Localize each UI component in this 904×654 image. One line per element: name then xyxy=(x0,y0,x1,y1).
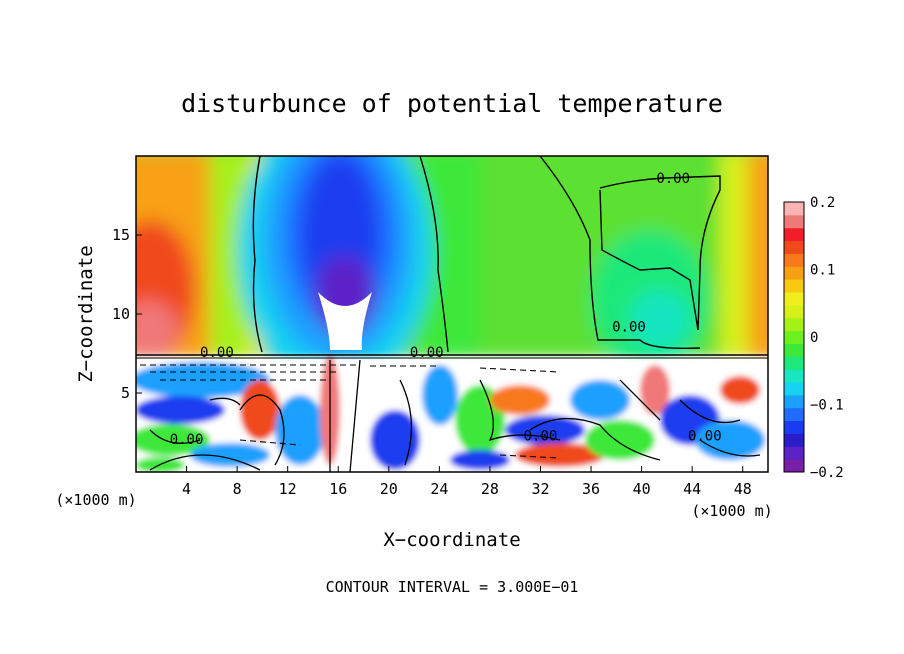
colorbar-swatch xyxy=(784,202,804,216)
x-tick-label: 28 xyxy=(481,480,499,498)
contour-label: 0.00 xyxy=(612,320,646,336)
heatmap-field xyxy=(136,156,768,472)
contour-label: 0.00 xyxy=(688,429,722,445)
colorbar-swatch xyxy=(784,369,804,383)
y-tick-label: 5 xyxy=(121,384,130,402)
colorbar-swatch xyxy=(784,407,804,422)
contour-labels: 0.00 0.00 0.00 0.00 0.00 0.00 0.00 xyxy=(170,171,722,448)
contour-label: 0.00 xyxy=(524,429,558,445)
colorbar-swatch xyxy=(784,446,804,460)
colorbar: 0.2 0.1 0 −0.1 −0.2 xyxy=(783,195,844,481)
colorbar-swatch xyxy=(784,279,804,293)
colorbar-swatch xyxy=(784,394,804,409)
colorbar-tick-label: −0.2 xyxy=(810,465,844,481)
colorbar-swatch xyxy=(784,214,804,229)
colorbar-swatch xyxy=(784,343,804,357)
contour-label: 0.00 xyxy=(200,345,234,361)
x-tick-label: 8 xyxy=(233,480,242,498)
colorbar-frame xyxy=(783,201,805,473)
x-tick-label: 36 xyxy=(582,480,600,498)
x-tick-label: 40 xyxy=(633,480,651,498)
colorbar-swatch xyxy=(784,382,804,396)
colorbar-swatch xyxy=(784,356,804,370)
colorbar-swatch xyxy=(784,253,804,267)
colorbar-tick-label: 0.2 xyxy=(810,195,835,211)
y-tick-label: 15 xyxy=(112,226,130,244)
colorbar-swatch xyxy=(784,227,804,242)
contour-interval-footer: CONTOUR INTERVAL = 3.000E−01 xyxy=(326,578,579,596)
contour-label: 0.00 xyxy=(170,432,204,448)
colorbar-swatch xyxy=(784,459,804,473)
contour-label: 0.00 xyxy=(656,171,690,187)
x-tick-label: 48 xyxy=(734,480,752,498)
x-tick-label: 44 xyxy=(683,480,701,498)
colorbar-swatch xyxy=(784,433,804,447)
x-tick-label: 4 xyxy=(182,480,191,498)
x-tick-label: 12 xyxy=(279,480,297,498)
x-axis-label: X−coordinate xyxy=(383,529,520,551)
y-axis-ticks: 5 10 15 xyxy=(112,226,142,402)
colorbar-swatch xyxy=(784,304,804,319)
colorbar-swatch xyxy=(784,317,804,332)
x-tick-label: 20 xyxy=(380,480,398,498)
x-axis-ticks: 4 8 12 16 20 24 28 32 36 40 44 48 xyxy=(182,466,752,498)
colorbar-tick-label: 0 xyxy=(810,330,818,346)
x-axis-unit-left: (×1000 m) xyxy=(55,491,136,509)
colorbar-swatch xyxy=(784,240,804,254)
colorbar-swatch xyxy=(784,420,804,434)
y-tick-label: 10 xyxy=(112,305,130,323)
colorbar-tick-label: −0.1 xyxy=(810,398,844,414)
colorbar-swatch xyxy=(784,266,804,280)
y-axis-label: Z−coordinate xyxy=(75,245,97,382)
colorbar-swatch xyxy=(784,292,804,306)
chart-title: disturbunce of potential temperature xyxy=(181,89,723,118)
x-axis-unit-right: (×1000 m) xyxy=(691,502,772,520)
colorbar-swatch xyxy=(784,330,804,344)
x-tick-label: 24 xyxy=(430,480,448,498)
colorbar-tick-label: 0.1 xyxy=(810,263,835,279)
contour-label: 0.00 xyxy=(410,345,444,361)
x-tick-label: 32 xyxy=(531,480,549,498)
x-tick-label: 16 xyxy=(329,480,347,498)
